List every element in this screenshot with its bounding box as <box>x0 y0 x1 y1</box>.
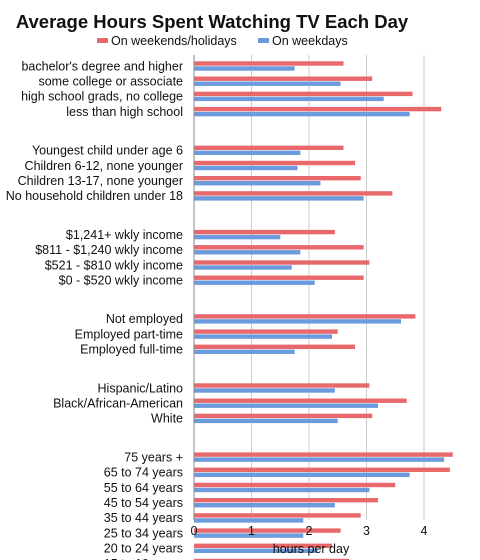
bar-weekends <box>194 314 416 319</box>
legend-swatch-weekdays <box>258 38 269 43</box>
bar-weekends <box>194 383 370 388</box>
bar-weekdays <box>194 165 298 171</box>
bar-weekends <box>194 543 332 548</box>
bar-weekends <box>194 344 355 349</box>
legend-label-weekends: On weekends/holidays <box>111 34 237 48</box>
category-label: Children 13-17, none younger <box>18 174 183 188</box>
bar-weekdays <box>194 111 410 117</box>
category-label: White <box>151 412 183 426</box>
bar-weekends <box>194 176 361 181</box>
bar-weekdays <box>194 234 281 240</box>
bars <box>194 61 453 560</box>
category-label: $811 - $1,240 wkly income <box>35 243 183 257</box>
legend: On weekends/holidays On weekdays <box>97 34 348 48</box>
bar-weekdays <box>194 150 301 155</box>
category-label: Employed part-time <box>75 327 183 341</box>
category-label: 55 to 64 years <box>104 481 183 495</box>
bar-weekdays <box>194 548 318 553</box>
bar-weekdays <box>194 196 364 201</box>
category-label: Children 6-12, none younger <box>25 159 183 173</box>
bar-weekdays <box>194 349 295 354</box>
legend-label-weekdays: On weekdays <box>272 34 348 48</box>
bar-weekends <box>194 528 341 533</box>
x-tick-label: 2 <box>306 524 313 538</box>
bar-weekends <box>194 275 364 280</box>
category-labels: bachelor's degree and higher some college… <box>6 59 183 560</box>
category-label: Youngest child under age 6 <box>32 144 183 158</box>
x-tick-label: 1 <box>248 524 255 538</box>
gridlines <box>251 55 425 520</box>
category-label: high school grads, no college <box>21 90 183 104</box>
category-label: No household children under 18 <box>6 189 183 203</box>
category-label: 15 to 19 years <box>104 557 183 560</box>
bar-weekends <box>194 191 393 196</box>
bar-weekdays <box>194 265 292 270</box>
bar-weekends <box>194 498 378 503</box>
category-label: $521 - $810 wkly income <box>45 258 183 272</box>
bar-weekends <box>194 145 344 150</box>
bar-weekdays <box>194 418 338 424</box>
category-label: less than high school <box>66 105 183 119</box>
bar-weekdays <box>194 280 315 285</box>
bar-weekdays <box>194 96 384 102</box>
x-tick-label: 0 <box>191 524 198 538</box>
bar-weekends <box>194 513 361 518</box>
category-label: 75 years + <box>124 450 183 464</box>
x-tick-labels: 0 1 2 3 4 <box>191 524 428 538</box>
bar-weekdays <box>194 181 321 186</box>
bar-weekends <box>194 76 373 81</box>
x-tick-label: 4 <box>421 524 428 538</box>
bar-weekends <box>194 61 344 66</box>
bar-weekdays <box>194 403 378 408</box>
bar-weekends <box>194 413 373 419</box>
legend-swatch-weekends <box>97 38 108 43</box>
bar-weekdays <box>194 472 410 477</box>
bar-weekdays <box>194 81 341 86</box>
bar-weekends <box>194 452 453 457</box>
bar-weekdays <box>194 533 304 538</box>
bar-weekends <box>194 229 335 235</box>
bar-weekends <box>194 245 364 250</box>
category-label: some college or associate <box>38 75 183 89</box>
bar-weekends <box>194 329 338 334</box>
bar-weekdays <box>194 487 370 493</box>
bar-weekdays <box>194 319 401 324</box>
category-label: $1,241+ wkly income <box>66 228 183 242</box>
category-label: 35 to 44 years <box>104 511 183 525</box>
category-label: 20 to 24 years <box>104 542 183 556</box>
bar-weekdays <box>194 503 335 508</box>
x-tick-label: 3 <box>363 524 370 538</box>
bar-weekdays <box>194 388 335 393</box>
bar-weekends <box>194 398 407 403</box>
bar-weekdays <box>194 250 301 255</box>
bar-weekdays <box>194 457 445 462</box>
chart-title: Average Hours Spent Watching TV Each Day <box>16 11 409 32</box>
category-label: 25 to 34 years <box>104 526 183 540</box>
x-axis-label: hours per day <box>273 542 350 556</box>
category-label: $0 - $520 wkly income <box>59 274 183 288</box>
bar-weekends <box>194 558 350 560</box>
bar-weekends <box>194 482 396 488</box>
category-label: bachelor's degree and higher <box>21 59 183 73</box>
category-label: Employed full-time <box>80 343 183 357</box>
category-label: Not employed <box>106 312 183 326</box>
bar-weekends <box>194 91 413 97</box>
category-label: 45 to 54 years <box>104 496 183 510</box>
category-label: 65 to 74 years <box>104 466 183 480</box>
bar-weekdays <box>194 66 295 71</box>
bar-weekdays <box>194 334 332 339</box>
bar-weekends <box>194 106 442 112</box>
bar-weekends <box>194 260 370 265</box>
bar-weekends <box>194 467 450 472</box>
category-label: Hispanic/Latino <box>98 381 184 395</box>
bar-weekdays <box>194 518 304 523</box>
bar-weekends <box>194 160 355 166</box>
category-label: Black/African-American <box>53 397 183 411</box>
